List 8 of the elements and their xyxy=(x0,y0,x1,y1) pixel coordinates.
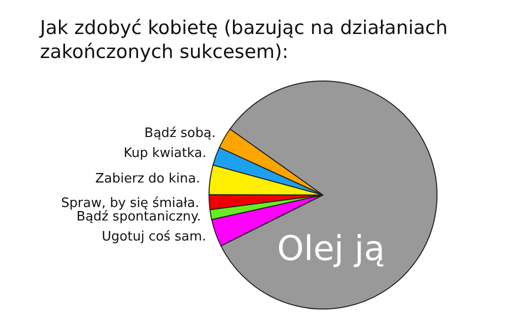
chart-title: Jak zdobyć kobietę (bazując na działaniach zakończonych sukcesem): xyxy=(39,17,448,63)
slice-label: Kup kwiatka. xyxy=(124,146,206,161)
slice-label: Zabierz do kina. xyxy=(95,171,200,186)
slice-label: Ugotuj coś sam. xyxy=(102,229,206,244)
slice-label: Olej ją xyxy=(277,229,385,269)
slice-label: Bądź spontaniczny. xyxy=(76,209,201,224)
slice-label: Spraw, by się śmiała. xyxy=(61,196,200,211)
slice-label: Bądź sobą. xyxy=(144,126,216,142)
